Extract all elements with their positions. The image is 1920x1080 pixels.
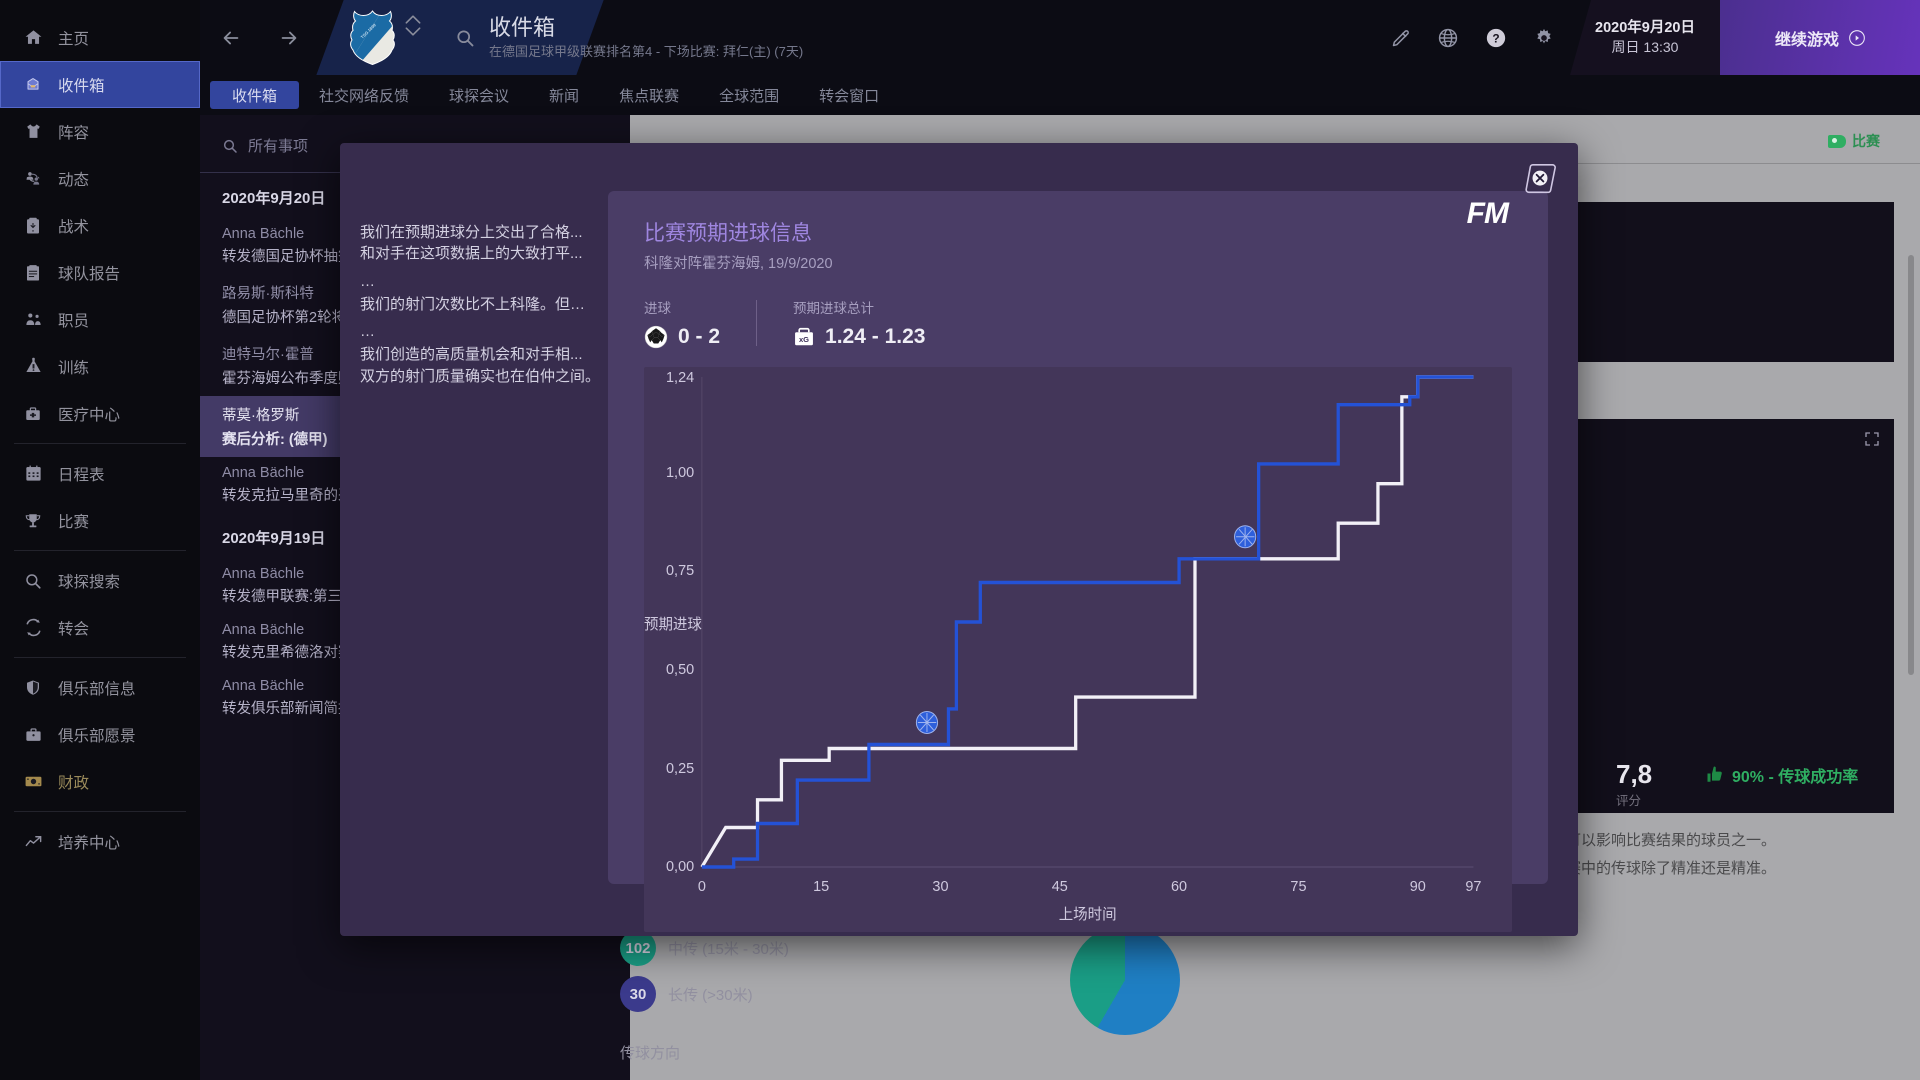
svg-text:97: 97 — [1465, 879, 1481, 895]
svg-text:?: ? — [1492, 31, 1499, 45]
svg-text:1,24: 1,24 — [666, 370, 694, 386]
svg-text:0,50: 0,50 — [666, 662, 694, 678]
svg-text:90: 90 — [1410, 879, 1426, 895]
svg-text:75: 75 — [1290, 879, 1306, 895]
svg-text:0,00: 0,00 — [666, 859, 694, 875]
svg-text:0,75: 0,75 — [666, 563, 694, 579]
svg-text:45: 45 — [1052, 879, 1068, 895]
svg-text:0: 0 — [698, 879, 706, 895]
svg-text:0,25: 0,25 — [666, 761, 694, 777]
svg-text:上场时间: 上场时间 — [1059, 906, 1117, 923]
svg-text:1,00: 1,00 — [666, 465, 694, 481]
svg-text:xG: xG — [799, 335, 809, 344]
svg-text:预期进球: 预期进球 — [644, 616, 702, 633]
svg-text:30: 30 — [932, 879, 948, 895]
svg-text:15: 15 — [813, 879, 829, 895]
svg-text:60: 60 — [1171, 879, 1187, 895]
